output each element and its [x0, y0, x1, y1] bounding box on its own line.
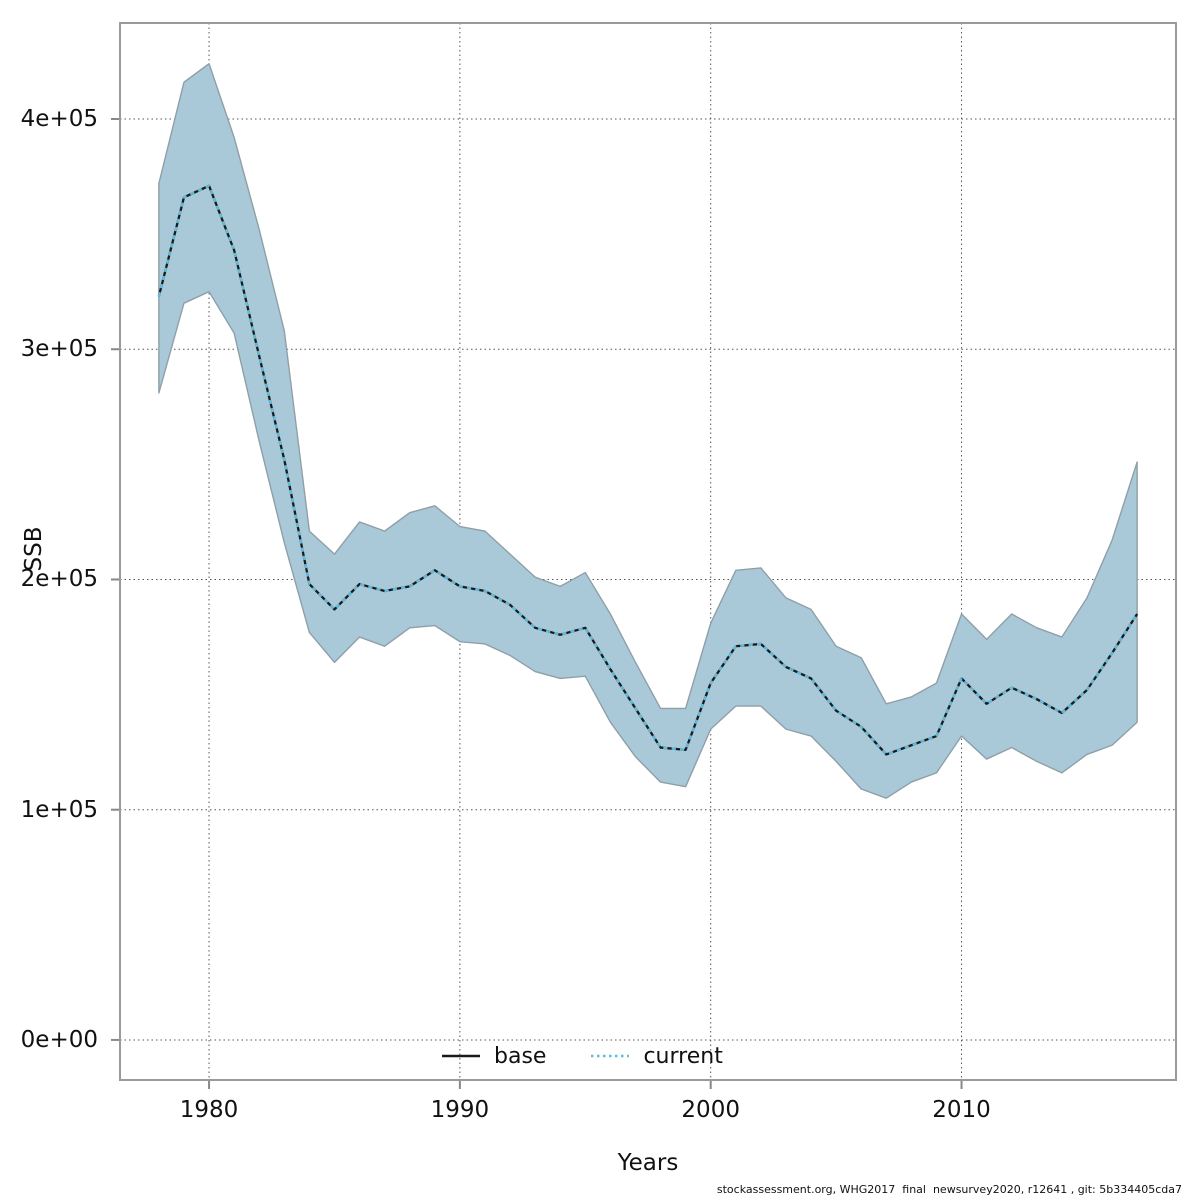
x-tick-label: 2000: [681, 1097, 740, 1123]
y-tick-label: 0e+00: [20, 1026, 98, 1053]
gridlines: [120, 23, 1176, 1080]
axis-ticks: [111, 118, 963, 1089]
x-tick-label: 2010: [932, 1097, 991, 1123]
y-tick-label: 1e+05: [20, 796, 98, 823]
legend: base current: [441, 1042, 723, 1070]
y-tick-label: 2e+05: [20, 566, 98, 593]
y-tick-label: 4e+05: [20, 106, 98, 132]
confidence-band: [158, 63, 1138, 799]
confidence-band-polygon: [158, 63, 1138, 799]
plot-border: [119, 22, 1177, 1081]
legend-label-current: current: [643, 1043, 723, 1069]
x-tick-label: 1990: [430, 1097, 490, 1123]
base-line-swatch-icon: [442, 1054, 480, 1058]
series-lines: [157, 184, 1139, 756]
base-series-line: [157, 184, 1139, 756]
x-tick-label: 1980: [179, 1097, 239, 1123]
x-axis-title: Years: [617, 1150, 679, 1176]
caption-text: stockassessment.org, WHG2017 final newsu…: [716, 1183, 1182, 1196]
legend-label-base: base: [494, 1043, 547, 1069]
y-tick-label: 3e+05: [20, 336, 98, 363]
current-line-swatch-icon: [591, 1054, 630, 1058]
